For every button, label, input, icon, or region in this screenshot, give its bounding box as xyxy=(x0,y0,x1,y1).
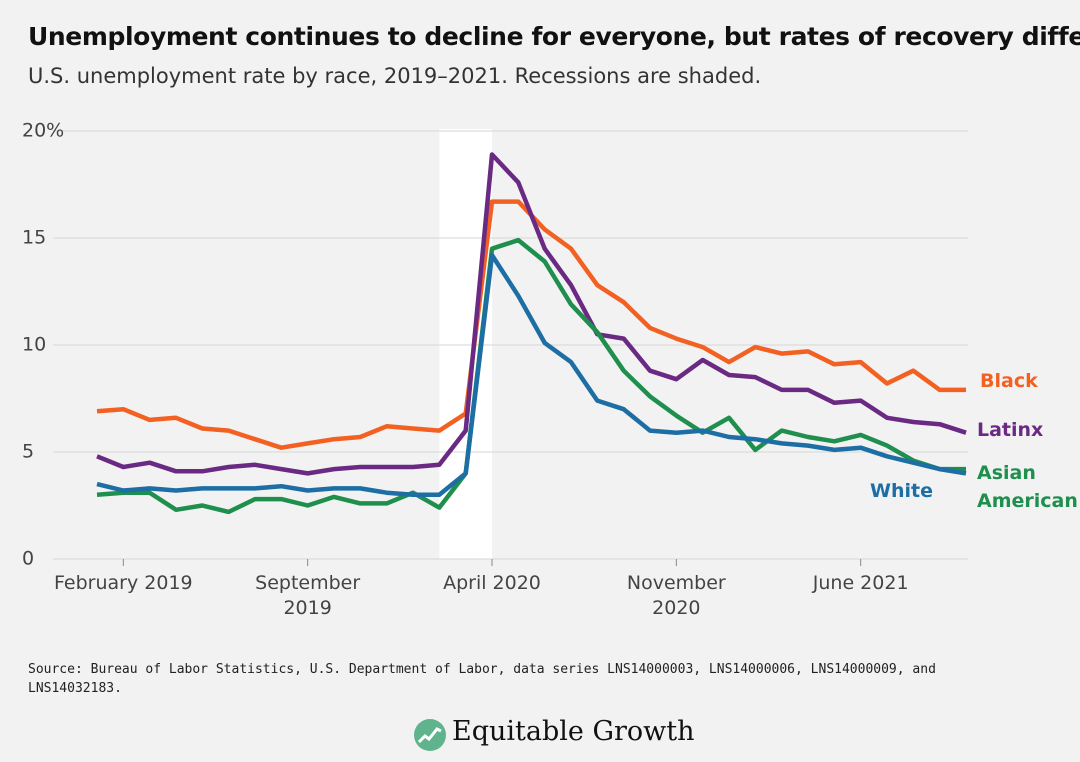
series-line xyxy=(96,199,966,450)
chart-subtitle: U.S. unemployment rate by race, 2019–202… xyxy=(28,64,762,88)
x-tick-label: November 2020 xyxy=(626,572,726,619)
y-tick-label: 0 xyxy=(22,548,34,570)
chart: 0 5 10 15 20% xyxy=(22,120,968,570)
chart-title: Unemployment continues to decline for ev… xyxy=(28,22,1080,51)
x-tick-label: September 2019 xyxy=(255,572,361,619)
y-tick-label: 10 xyxy=(22,334,46,356)
y-tick-label: 5 xyxy=(22,441,34,463)
series-line xyxy=(96,237,966,515)
y-tick-label: 15 xyxy=(22,227,46,249)
legend-label: Latinx xyxy=(977,419,1044,441)
legend-label: Black xyxy=(980,370,1038,392)
legend-label: Asian American xyxy=(977,462,1078,512)
series-line xyxy=(96,152,967,476)
legend-label: White xyxy=(870,480,933,502)
brand: Equitable Growth xyxy=(452,716,695,747)
source-note: Source: Bureau of Labor Statistics, U.S.… xyxy=(28,662,936,696)
series-line xyxy=(96,252,967,498)
logo-icon xyxy=(414,719,446,751)
x-tick-label: June 2021 xyxy=(812,572,909,594)
y-tick-label: 20% xyxy=(22,120,64,142)
x-tick-label: February 2019 xyxy=(54,572,193,594)
x-tick-label: April 2020 xyxy=(443,572,541,594)
